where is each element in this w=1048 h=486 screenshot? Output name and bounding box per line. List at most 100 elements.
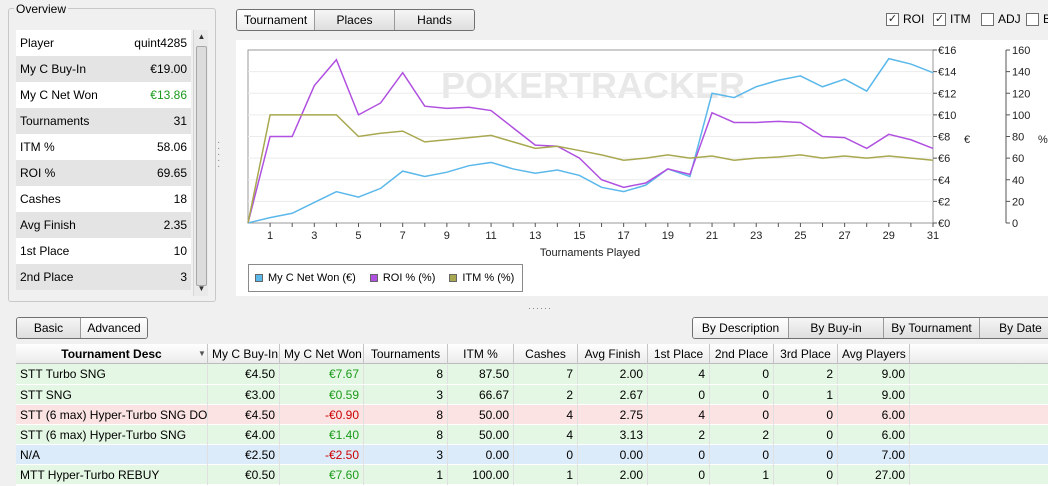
tab-by-buy-in[interactable]: By Buy-in: [789, 318, 884, 338]
table-cell: 0: [710, 444, 774, 465]
table-header-row: Tournament Desc My C Buy-In My C Net Won To…: [16, 344, 1048, 364]
table-cell: 1: [710, 464, 774, 485]
column-header[interactable]: Avg Players: [838, 344, 910, 364]
b-checkbox[interactable]: B: [1026, 12, 1048, 26]
overview-title: Overview: [14, 2, 69, 16]
table-cell: 0.00: [448, 444, 514, 465]
y-left-tick-label: €16: [938, 45, 956, 57]
stat-label: My C Net Won: [20, 88, 98, 102]
tab-by-date[interactable]: By Date: [980, 318, 1048, 338]
x-tick-label: 5: [355, 230, 361, 242]
table-cell: 7: [514, 364, 578, 384]
stat-value: 69.65: [156, 166, 187, 180]
checkmark-icon: ✓: [886, 12, 899, 26]
stat-value: 18: [173, 192, 187, 206]
adj-checkbox[interactable]: ADJ: [981, 12, 1021, 26]
x-tick-label: 27: [838, 230, 850, 242]
overview-stat-row: Tournaments 31: [16, 108, 191, 134]
y-right-tick-label: 20: [1012, 196, 1024, 208]
sort-dropdown-icon[interactable]: ▼: [198, 349, 206, 358]
stat-label: Cashes: [20, 192, 61, 206]
stat-value: 10: [173, 244, 187, 258]
overview-scrollbar[interactable]: ▲ ▼: [193, 30, 208, 296]
y-right-tick-label: 80: [1012, 132, 1024, 144]
column-header[interactable]: 3rd Place: [774, 344, 838, 364]
stat-label: 1st Place: [20, 244, 70, 258]
table-row[interactable]: STT (6 max) Hyper-Turbo SNG €4.00 €1.40 8 50…: [16, 424, 1048, 445]
chart-mode-tabs: Tournament Places Hands: [236, 9, 475, 31]
chart-legend: My C Net Won (€) ROI % (%) ITM % (%): [248, 264, 524, 292]
table-row[interactable]: STT Turbo SNG €4.50 €7.67 8 87.50 7 2.00 4 0 2 9.0…: [16, 364, 1048, 384]
tab-basic[interactable]: Basic: [17, 318, 81, 338]
roi-checkbox[interactable]: ✓ ROI: [886, 12, 924, 26]
column-header[interactable]: ITM %: [448, 344, 514, 364]
table-cell: 0: [774, 464, 838, 485]
x-tick-label: 29: [883, 230, 895, 242]
scroll-up-arrow-icon[interactable]: ▲: [197, 32, 206, 41]
vertical-splitter-grip[interactable]: · · · · ·: [217, 137, 221, 172]
tab-by-tournament[interactable]: By Tournament: [884, 318, 980, 338]
column-header[interactable]: 1st Place: [648, 344, 710, 364]
overview-stats-list: Player quint4285 My C Buy-In €19.00 My C Net…: [16, 30, 191, 290]
legend-item-net-won: My C Net Won (€): [255, 272, 356, 284]
stat-value: €13.86: [150, 88, 187, 102]
table-cell: 1: [514, 464, 578, 485]
scroll-thumb[interactable]: [196, 46, 207, 286]
tab-hands[interactable]: Hands: [395, 10, 474, 30]
table-cell: €7.67: [280, 364, 364, 384]
table-cell: 2.00: [578, 364, 648, 384]
y-left-tick-label: €4: [938, 175, 950, 187]
table-cell: 3.13: [578, 424, 648, 445]
column-header[interactable]: Cashes: [514, 344, 578, 364]
column-header[interactable]: Tournament Desc: [16, 344, 208, 364]
table-cell: 50.00: [448, 424, 514, 445]
column-header[interactable]: Tournaments: [364, 344, 448, 364]
y-right-tick-label: 60: [1012, 153, 1024, 165]
y-left-tick-label: €10: [938, 110, 956, 122]
overview-stat-row: 2nd Place 3: [16, 264, 191, 290]
table-row[interactable]: MTT Hyper-Turbo REBUY €0.50 €7.60 1 100.00 1 2…: [16, 464, 1048, 485]
table-cell: €0.59: [280, 384, 364, 405]
table-row[interactable]: STT (6 max) Hyper-Turbo SNG DON €4.50 -€0.…: [16, 404, 1048, 425]
checkmark-icon: ✓: [933, 12, 946, 26]
scroll-down-arrow-icon[interactable]: ▼: [197, 284, 206, 293]
tab-by-description[interactable]: By Description: [693, 318, 789, 338]
horizontal-splitter-grip[interactable]: ······: [528, 303, 552, 313]
overview-stat-row: ITM % 58.06: [16, 134, 191, 160]
table-cell: STT (6 max) Hyper-Turbo SNG DON: [16, 404, 208, 425]
stat-label: My C Buy-In: [20, 62, 87, 76]
column-header[interactable]: My C Buy-In: [208, 344, 280, 364]
column-header[interactable]: My C Net Won: [280, 344, 364, 364]
legend-item-roi: ROI % (%): [369, 272, 435, 284]
column-header[interactable]: Avg Finish: [578, 344, 648, 364]
table-cell: 0: [710, 404, 774, 425]
table-cell: 0.00: [578, 444, 648, 465]
table-cell: 27.00: [838, 464, 910, 485]
overview-stat-row: Player quint4285: [16, 30, 191, 56]
table-cell: 0: [774, 404, 838, 425]
tab-tournament[interactable]: Tournament: [237, 10, 315, 30]
table-cell: 4: [648, 364, 710, 384]
table-cell: N/A: [16, 444, 208, 465]
tab-places[interactable]: Places: [315, 10, 395, 30]
table-cell: 8: [364, 364, 448, 384]
b-checkbox-label: B: [1043, 12, 1048, 26]
tab-advanced[interactable]: Advanced: [81, 318, 147, 338]
table-row[interactable]: N/A €2.50 -€2.50 3 0.00 0 0.00 0 0 0 7.00: [16, 444, 1048, 465]
table-row[interactable]: STT SNG €3.00 €0.59 3 66.67 2 2.67 0 0 1 9.00: [16, 384, 1048, 405]
stat-label: Player: [20, 36, 55, 50]
column-header[interactable]: 2nd Place: [710, 344, 774, 364]
table-cell: STT (6 max) Hyper-Turbo SNG: [16, 424, 208, 445]
stats-level-tabs: Basic Advanced: [16, 317, 148, 339]
table-cell: 8: [364, 424, 448, 445]
table-cell: €4.00: [208, 424, 280, 445]
x-tick-label: 13: [529, 230, 541, 242]
series-line-1: [247, 58, 934, 224]
itm-checkbox[interactable]: ✓ ITM: [933, 12, 971, 26]
table-cell: 9.00: [838, 364, 910, 384]
table-cell: 2: [774, 364, 838, 384]
y-left-tick-label: €14: [938, 67, 956, 79]
table-cell: €3.00: [208, 384, 280, 405]
series-line-2: [247, 114, 934, 224]
table-cell: -€2.50: [280, 444, 364, 465]
